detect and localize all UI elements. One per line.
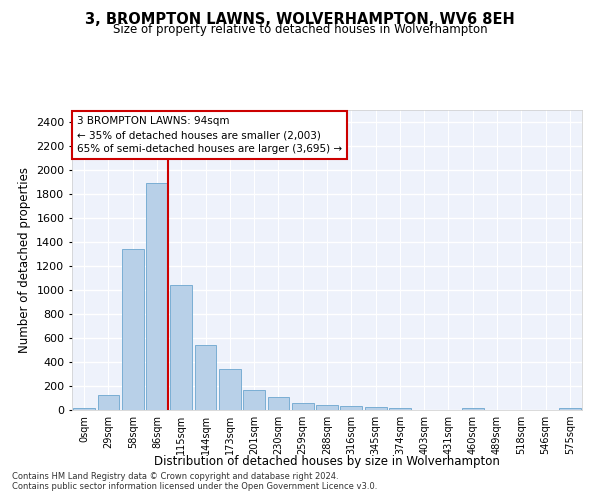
Text: 3 BROMPTON LAWNS: 94sqm
← 35% of detached houses are smaller (2,003)
65% of semi: 3 BROMPTON LAWNS: 94sqm ← 35% of detache…	[77, 116, 342, 154]
Bar	[194, 344, 217, 410]
Bar	[340, 406, 362, 410]
Bar	[146, 182, 168, 410]
Text: Distribution of detached houses by size in Wolverhampton: Distribution of detached houses by size …	[154, 455, 500, 468]
Bar	[365, 407, 386, 410]
Bar	[462, 408, 484, 410]
Y-axis label: Number of detached properties: Number of detached properties	[17, 167, 31, 353]
Text: 3, BROMPTON LAWNS, WOLVERHAMPTON, WV6 8EH: 3, BROMPTON LAWNS, WOLVERHAMPTON, WV6 8E…	[85, 12, 515, 28]
Bar	[389, 408, 411, 410]
Bar	[316, 406, 338, 410]
Bar	[268, 397, 289, 410]
Bar	[219, 370, 241, 410]
Bar	[243, 390, 265, 410]
Bar	[122, 248, 143, 410]
Text: Size of property relative to detached houses in Wolverhampton: Size of property relative to detached ho…	[113, 22, 487, 36]
Bar	[170, 284, 192, 410]
Text: Contains public sector information licensed under the Open Government Licence v3: Contains public sector information licen…	[12, 482, 377, 491]
Bar	[292, 402, 314, 410]
Bar	[73, 408, 95, 410]
Bar	[97, 395, 119, 410]
Text: Contains HM Land Registry data © Crown copyright and database right 2024.: Contains HM Land Registry data © Crown c…	[12, 472, 338, 481]
Bar	[559, 408, 581, 410]
